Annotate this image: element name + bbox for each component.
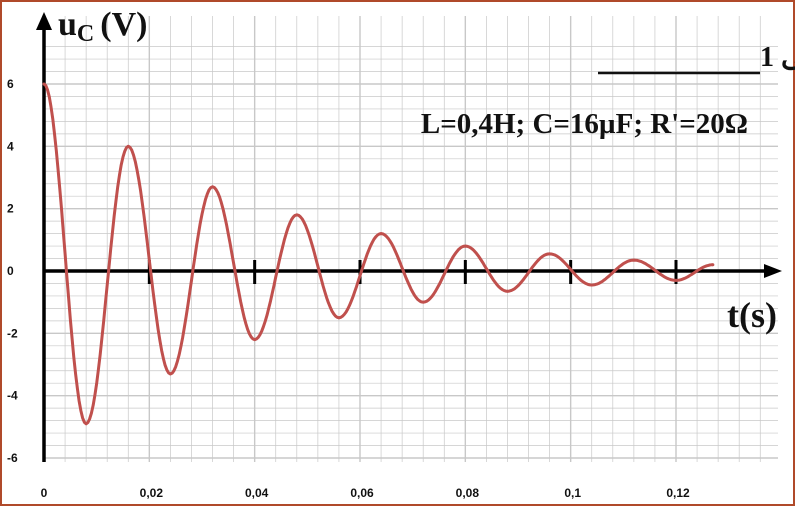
x-tick-label: 0,08 — [456, 486, 480, 500]
data-point — [421, 300, 425, 304]
series-layer — [42, 82, 715, 426]
y-tick-label: -6 — [7, 451, 18, 465]
chart-title: المنحنى 1 — [760, 42, 795, 73]
y-axis-label-main: u — [58, 6, 77, 43]
axes — [36, 12, 782, 462]
x-tick-label: 0,06 — [350, 486, 374, 500]
y-tick-label: 2 — [7, 202, 14, 216]
data-point — [84, 422, 88, 426]
x-tick-label: 0,12 — [666, 486, 690, 500]
data-point — [211, 185, 215, 189]
data-point — [674, 278, 678, 282]
y-tick-label: 4 — [7, 139, 14, 153]
data-point — [295, 213, 299, 217]
y-tick-label: -2 — [7, 326, 18, 340]
y-tick-label: 0 — [7, 264, 14, 278]
tick-labels: 0 0,02 0,04 0,06 0,08 0,1 0,12 -6 -4 -2 0 2 4 6 — [7, 77, 690, 500]
data-point — [632, 258, 636, 262]
data-point — [379, 232, 383, 236]
y-axis-arrow — [36, 12, 52, 30]
data-point — [337, 316, 341, 320]
x-axis-label: t(s) — [727, 295, 777, 335]
data-point — [463, 244, 467, 248]
data-point — [711, 263, 715, 267]
x-axis-arrow — [764, 264, 782, 278]
data-point — [548, 252, 552, 256]
grid — [43, 16, 778, 462]
data-point — [42, 82, 46, 86]
data-point — [126, 144, 130, 148]
data-point — [168, 372, 172, 376]
data-point — [253, 338, 257, 342]
y-tick-label: 6 — [7, 77, 14, 91]
x-tick-label: 0,1 — [564, 486, 581, 500]
chart-parameters: L=0,4H; C=16µF; R'=20Ω — [421, 108, 748, 140]
y-axis-label-sub: C — [77, 21, 94, 47]
data-point — [590, 283, 594, 287]
x-tick-label: 0,04 — [245, 486, 269, 500]
y-axis-label: uC (V) — [58, 6, 147, 47]
y-tick-label: -4 — [7, 389, 18, 403]
data-point — [505, 289, 509, 293]
x-tick-label: 0 — [41, 486, 48, 500]
x-tick-label: 0,02 — [140, 486, 164, 500]
y-axis-label-unit: (V) — [100, 6, 147, 43]
